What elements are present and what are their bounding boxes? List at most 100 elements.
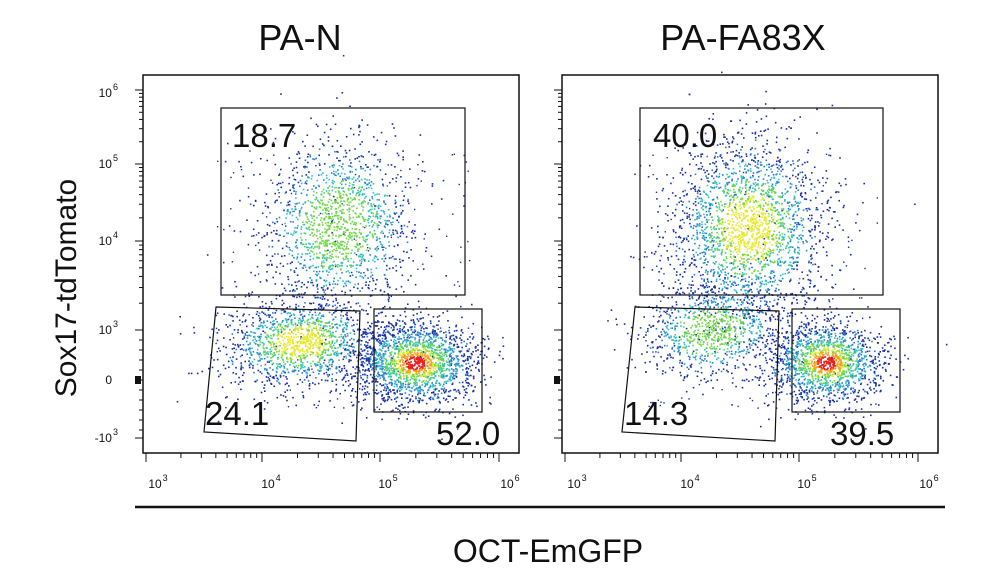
event-dot xyxy=(410,346,412,349)
event-dot xyxy=(453,343,456,346)
event-dot xyxy=(365,284,367,286)
event-dot xyxy=(335,372,338,374)
event-dot xyxy=(389,363,391,366)
event-dot xyxy=(307,368,309,371)
event-dot xyxy=(413,352,416,354)
event-dot xyxy=(381,311,383,314)
event-dot xyxy=(421,355,424,357)
event-dot xyxy=(328,340,331,343)
event-dot xyxy=(331,323,333,325)
event-dot xyxy=(349,165,351,167)
event-dot xyxy=(353,186,356,189)
event-dot xyxy=(383,260,385,263)
event-dot xyxy=(308,220,310,222)
event-dot xyxy=(388,343,390,345)
event-dot xyxy=(454,388,456,391)
event-dot xyxy=(454,340,457,343)
event-dot xyxy=(390,369,393,371)
event-dot xyxy=(367,353,369,355)
event-dot xyxy=(359,358,362,361)
event-dot xyxy=(455,375,458,378)
event-dot xyxy=(306,346,309,348)
event-dot xyxy=(394,348,396,351)
event-dot xyxy=(351,220,354,223)
event-dot xyxy=(300,359,302,362)
event-dot xyxy=(276,329,279,332)
event-dot xyxy=(330,354,332,356)
event-dot xyxy=(288,246,291,249)
event-dot xyxy=(347,165,350,167)
event-dot xyxy=(331,215,334,218)
event-dot xyxy=(272,276,274,279)
event-dot xyxy=(429,396,432,399)
event-dot xyxy=(260,333,262,336)
event-dot xyxy=(389,306,391,309)
event-dot xyxy=(277,253,279,255)
event-dot xyxy=(265,216,268,218)
event-dot xyxy=(422,268,425,270)
event-dot xyxy=(384,315,387,317)
event-dot xyxy=(426,391,429,394)
event-dot xyxy=(366,363,369,366)
event-dot xyxy=(342,187,344,189)
event-dot xyxy=(440,198,443,200)
event-dot xyxy=(337,279,339,282)
event-dot xyxy=(423,362,425,364)
event-dot xyxy=(253,204,255,207)
event-dot xyxy=(326,213,328,215)
event-dot xyxy=(323,261,325,264)
event-dot xyxy=(302,243,305,245)
event-dot xyxy=(299,314,302,316)
event-dot xyxy=(401,230,403,233)
event-dot xyxy=(223,228,225,231)
event-dot xyxy=(229,356,232,359)
event-dot xyxy=(316,355,319,358)
event-dot xyxy=(327,221,330,224)
event-dot xyxy=(443,348,445,351)
event-dot xyxy=(400,355,403,357)
event-dot xyxy=(312,235,314,237)
event-dot xyxy=(405,360,408,362)
event-dot xyxy=(359,388,361,390)
event-dot xyxy=(299,378,301,381)
event-dot xyxy=(325,304,327,307)
event-dot xyxy=(375,365,378,367)
event-dot xyxy=(424,385,426,388)
event-dot xyxy=(384,277,387,280)
event-dot xyxy=(324,280,327,283)
event-dot xyxy=(417,355,420,357)
event-dot xyxy=(327,349,330,352)
event-dot xyxy=(308,324,310,326)
event-dot xyxy=(339,210,341,212)
event-dot xyxy=(310,214,312,216)
event-dot xyxy=(333,226,336,228)
event-dot xyxy=(412,344,414,347)
event-dot xyxy=(296,296,298,299)
event-dot xyxy=(349,289,352,292)
event-dot xyxy=(325,207,328,210)
event-dot xyxy=(353,338,355,341)
event-dot xyxy=(268,361,270,363)
plot-frame-pa-fa83x xyxy=(561,74,939,454)
event-dot xyxy=(485,384,487,386)
event-dot xyxy=(391,361,393,363)
event-dot xyxy=(282,395,285,397)
event-dot xyxy=(261,342,264,344)
event-dot xyxy=(443,364,445,366)
event-dot xyxy=(288,182,290,185)
event-dot xyxy=(415,369,418,372)
event-dot xyxy=(273,230,275,232)
event-dot xyxy=(327,367,330,370)
event-dot xyxy=(291,290,294,292)
event-dot xyxy=(266,232,268,234)
event-dot xyxy=(349,332,352,334)
event-dot xyxy=(340,320,343,323)
event-dot xyxy=(382,354,385,357)
event-dot xyxy=(406,376,408,378)
event-dot xyxy=(421,375,423,377)
event-dot xyxy=(471,303,473,306)
event-dot xyxy=(318,358,321,360)
event-dot xyxy=(460,350,463,352)
event-dot xyxy=(272,369,274,371)
event-dot xyxy=(340,244,342,247)
